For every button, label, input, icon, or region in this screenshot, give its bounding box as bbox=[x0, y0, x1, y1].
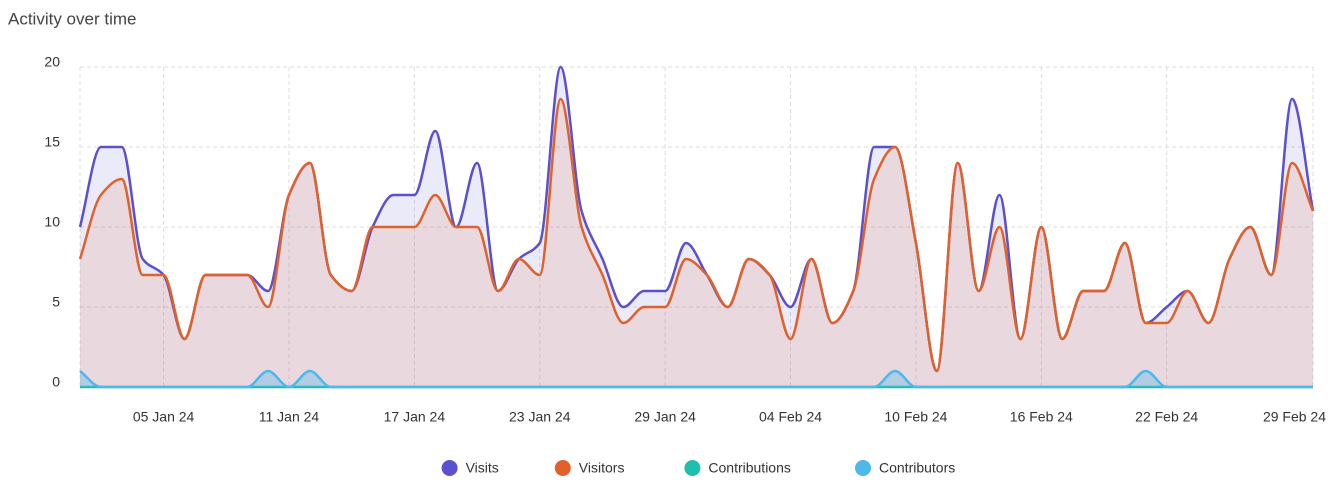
legend-label: Visitors bbox=[579, 460, 625, 476]
series-area bbox=[80, 99, 1313, 387]
chart-title: Activity over time bbox=[8, 9, 136, 28]
x-tick-label: 11 Jan 24 bbox=[259, 409, 320, 425]
legend-label: Contributors bbox=[879, 460, 955, 476]
legend-marker bbox=[684, 460, 701, 476]
x-tick-label: 04 Feb 24 bbox=[759, 409, 822, 425]
x-tick-label: 10 Feb 24 bbox=[884, 409, 947, 425]
x-tick-label: 29 Jan 24 bbox=[634, 409, 696, 425]
y-tick-label: 0 bbox=[52, 374, 60, 390]
legend-label: Visits bbox=[466, 460, 499, 476]
y-tick-label: 5 bbox=[52, 294, 60, 310]
series-line bbox=[78, 97, 1315, 373]
x-tick-label: 05 Jan 24 bbox=[133, 409, 195, 425]
x-tick-label: 23 Jan 24 bbox=[509, 409, 571, 425]
legend-marker bbox=[441, 460, 458, 476]
y-tick-label: 15 bbox=[44, 134, 60, 150]
legend-label: Contributions bbox=[708, 460, 791, 476]
x-tick-label: 22 Feb 24 bbox=[1135, 409, 1198, 425]
series-area bbox=[80, 67, 1313, 387]
legend-marker bbox=[554, 460, 571, 476]
legend-marker bbox=[855, 460, 871, 476]
y-tick-label: 20 bbox=[44, 54, 60, 70]
x-tick-label: 16 Feb 24 bbox=[1010, 409, 1073, 425]
y-tick-label: 10 bbox=[44, 214, 60, 230]
x-tick-label: 29 Feb 24 bbox=[1263, 409, 1326, 425]
x-tick-label: 17 Jan 24 bbox=[384, 409, 446, 425]
series-line bbox=[79, 369, 1313, 389]
